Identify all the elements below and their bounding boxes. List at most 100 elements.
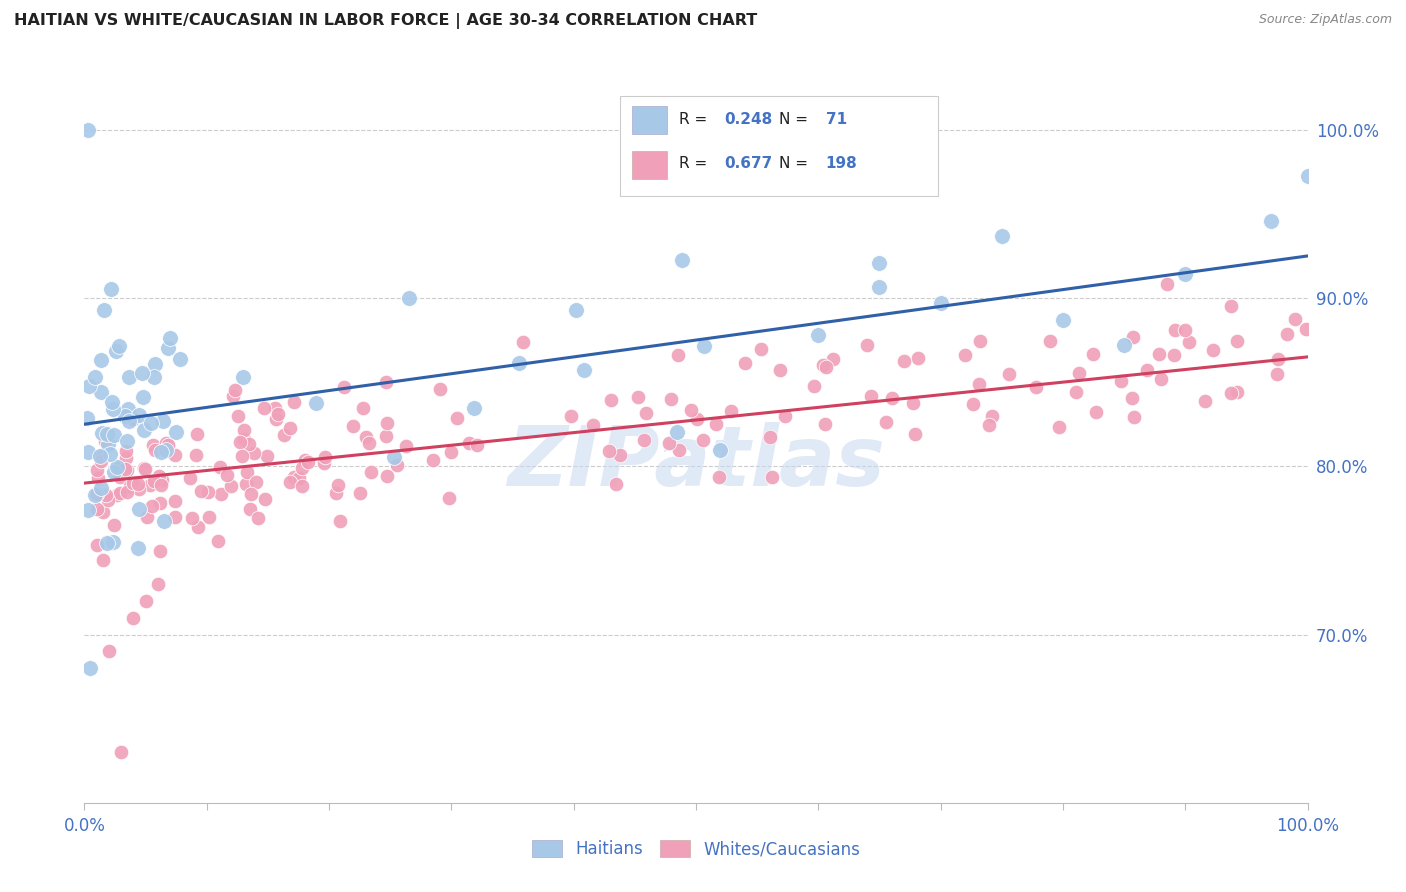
Point	[681, 402, 703, 417]
Point	[247, 511, 270, 525]
Point	[228, 434, 250, 449]
Point	[977, 417, 1000, 432]
Point	[127, 476, 149, 491]
Point	[118, 370, 141, 384]
Point	[256, 449, 278, 463]
Point	[907, 351, 929, 365]
Text: 198: 198	[825, 156, 858, 171]
Point	[314, 450, 336, 464]
Point	[96, 437, 118, 451]
Point	[101, 395, 124, 409]
Point	[692, 433, 714, 447]
Point	[77, 378, 100, 392]
Point	[598, 443, 620, 458]
Point	[115, 451, 138, 466]
Point	[266, 412, 288, 426]
Point	[869, 280, 891, 294]
Point	[1123, 410, 1146, 425]
Point	[155, 442, 177, 457]
Point	[1174, 323, 1197, 337]
Point	[152, 414, 174, 428]
Point	[207, 533, 229, 548]
Point	[814, 360, 837, 375]
Point	[96, 488, 118, 502]
Point	[86, 538, 108, 552]
Point	[150, 478, 173, 492]
Point	[1284, 312, 1306, 326]
Point	[440, 445, 463, 459]
Point	[325, 486, 347, 500]
Point	[131, 366, 153, 380]
Point	[658, 435, 681, 450]
Point	[122, 476, 145, 491]
Point	[332, 379, 354, 393]
Point	[222, 389, 245, 403]
Point	[105, 343, 128, 358]
Legend: Haitians, Whites/Caucasians: Haitians, Whites/Caucasians	[526, 833, 866, 865]
Point	[165, 425, 187, 439]
Point	[83, 488, 105, 502]
Point	[686, 411, 709, 425]
Point	[893, 354, 915, 368]
Point	[190, 484, 212, 499]
Point	[226, 409, 249, 423]
Point	[560, 409, 582, 423]
Point	[305, 396, 328, 410]
Text: 0.677: 0.677	[724, 156, 772, 171]
Point	[1150, 372, 1173, 386]
Point	[156, 437, 179, 451]
Point	[326, 477, 349, 491]
Point	[141, 500, 163, 514]
Point	[1085, 405, 1108, 419]
Point	[108, 459, 131, 474]
Point	[374, 429, 396, 443]
Point	[634, 405, 657, 419]
Point	[807, 328, 830, 343]
Point	[1220, 386, 1243, 401]
Point	[354, 430, 377, 444]
Point	[665, 425, 688, 440]
Point	[87, 471, 110, 485]
Point	[143, 442, 166, 457]
Point	[969, 334, 991, 348]
Point	[139, 477, 162, 491]
Point	[115, 463, 138, 477]
Point	[627, 390, 650, 404]
Point	[1025, 380, 1047, 394]
Point	[96, 535, 118, 549]
Point	[91, 505, 114, 519]
Point	[79, 661, 101, 675]
Point	[1156, 277, 1178, 292]
Point	[90, 425, 112, 440]
Point	[761, 469, 783, 483]
Point	[512, 334, 534, 349]
Point	[89, 449, 111, 463]
Point	[134, 462, 156, 476]
Point	[457, 436, 479, 450]
Point	[86, 486, 108, 500]
Point	[1121, 391, 1143, 405]
Point	[103, 465, 125, 479]
Point	[981, 409, 1004, 424]
Point	[508, 356, 530, 370]
Point	[374, 375, 396, 389]
Text: R =: R =	[679, 112, 711, 127]
Point	[600, 392, 623, 407]
Point	[103, 401, 125, 416]
Point	[232, 370, 254, 384]
Point	[134, 461, 156, 475]
Point	[149, 496, 172, 510]
Point	[720, 403, 742, 417]
Point	[1136, 363, 1159, 377]
Point	[128, 409, 150, 423]
Point	[150, 473, 173, 487]
Point	[856, 337, 879, 351]
Point	[759, 429, 782, 443]
Point	[83, 369, 105, 384]
Point	[267, 407, 290, 421]
Point	[165, 449, 187, 463]
Point	[1295, 322, 1317, 336]
Point	[1052, 312, 1074, 326]
Point	[297, 455, 319, 469]
Point	[236, 465, 259, 479]
